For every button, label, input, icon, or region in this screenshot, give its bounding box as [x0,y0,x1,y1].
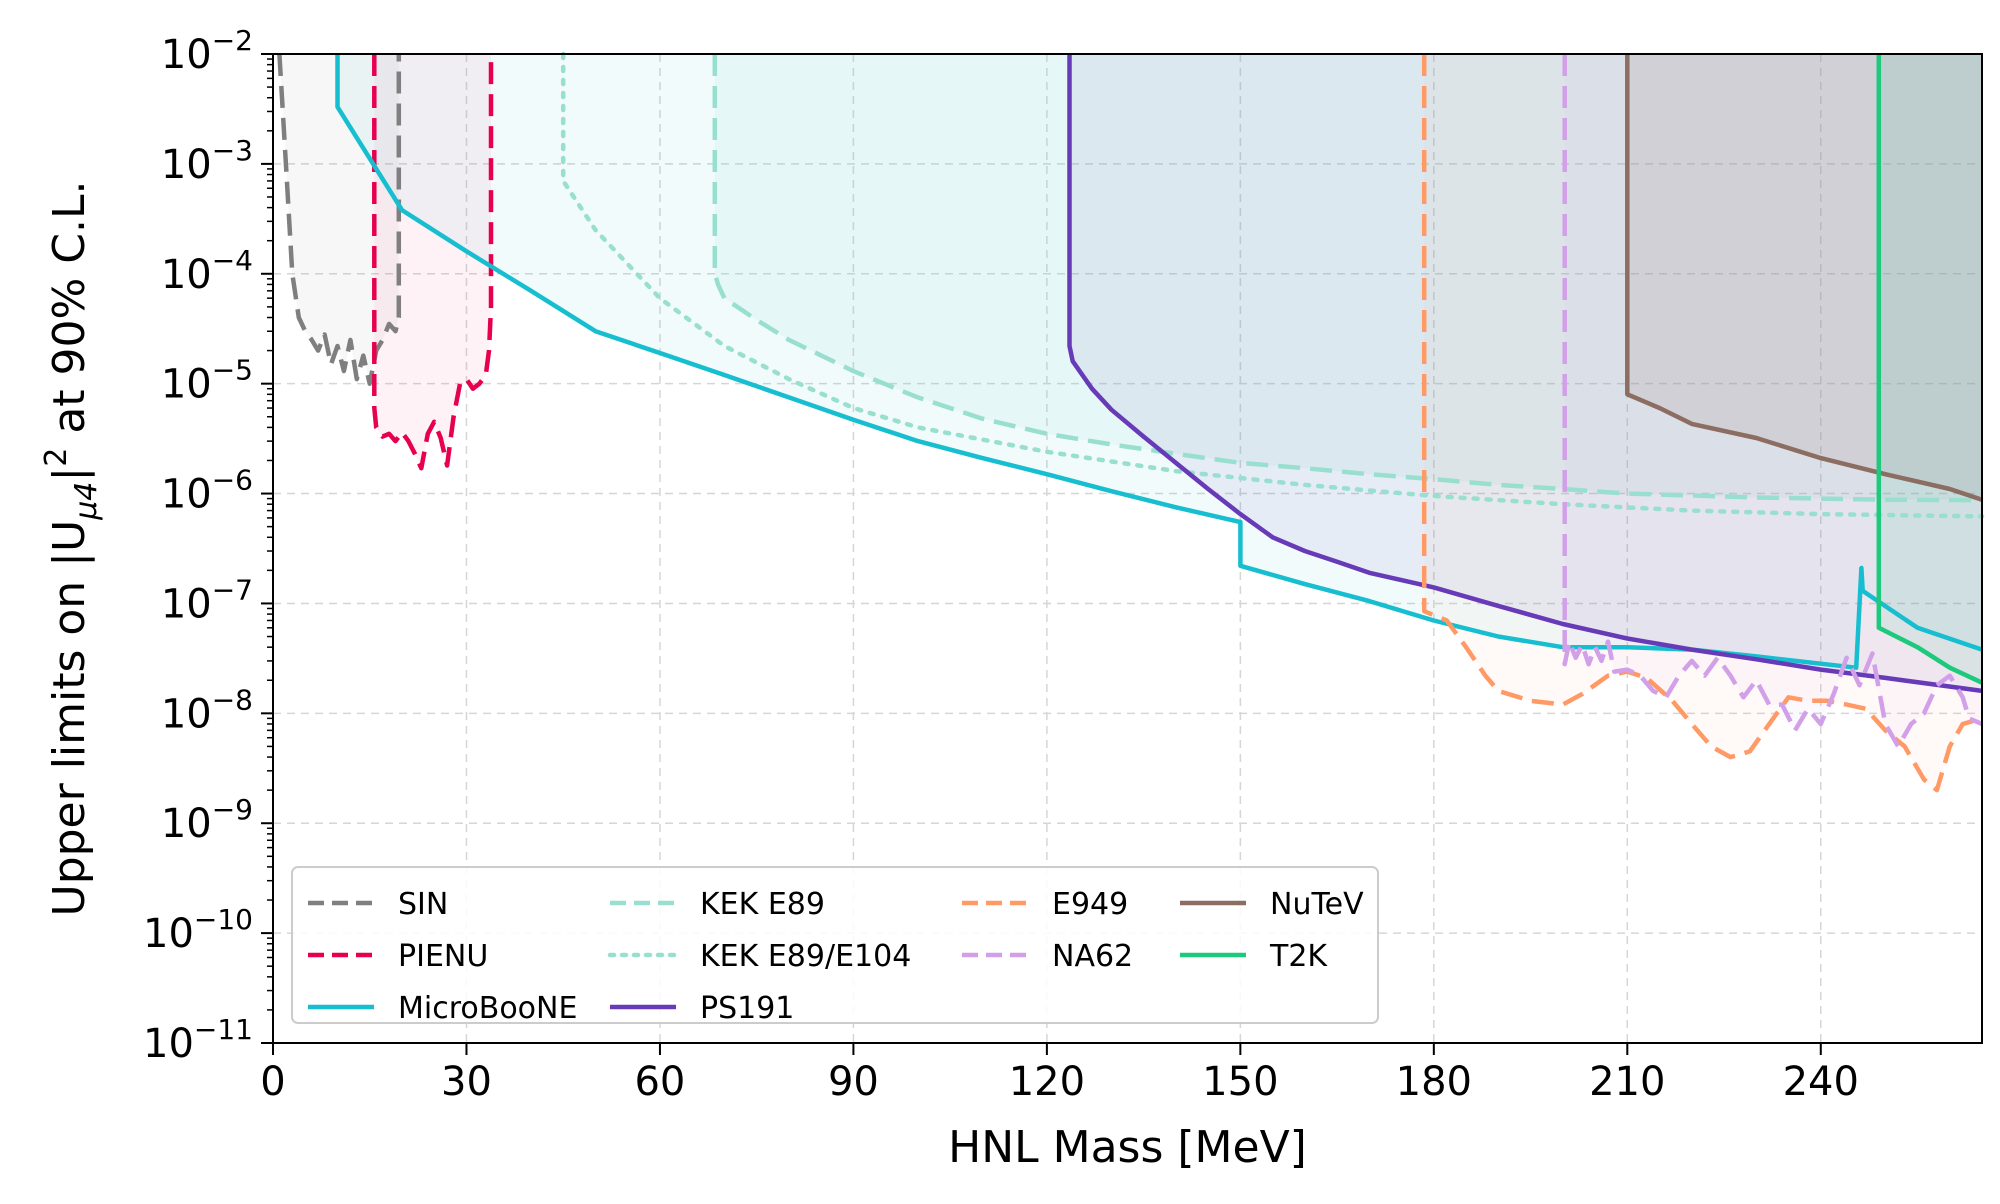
x-tick-label: 120 [1009,1059,1085,1105]
legend-label: KEK E89/E104 [700,939,911,974]
series-line-t2k [1876,54,1983,685]
legend-label: T2K [1269,939,1328,974]
x-tick-label: 210 [1589,1059,1665,1105]
legend-label: SIN [398,887,448,922]
legend-item-e949: E949 [962,887,1128,922]
series-line-pienu [372,54,494,471]
fill-kek-e89 [714,54,1982,501]
series-line-na62 [1562,54,1983,749]
legend-item-microboone: MicroBooNE [308,991,577,1026]
y-tick-label: 10−7 [161,573,253,627]
y-tick-label: 10−8 [161,683,253,737]
series-line-sin [277,53,402,386]
y-tick-label: 10−5 [161,354,253,408]
y-tick-label: 10−6 [161,464,253,518]
x-tick-label: 150 [1202,1059,1278,1105]
legend: SIN PIENU MicroBooNE KEK E89 KEK E89/E104 PS1… [291,866,1379,1026]
x-tick-label: 60 [634,1059,685,1105]
x-tick-label: 90 [828,1059,879,1105]
series-line-microboone [335,54,1983,670]
legend-item-kek-e89-e104: KEK E89/E104 [607,939,911,974]
x-tick-label: 240 [1783,1059,1859,1105]
y-axis-label: Upper limits on |Uμ4|2 at 90% C.L. [39,180,104,916]
legend-item-kek-e89: KEK E89 [610,887,825,922]
x-tick-label: 180 [1396,1059,1472,1105]
legend-item-ps191: PS191 [610,991,794,1026]
y-tick-label: 10−9 [161,793,253,847]
series-line-kek-e89-e104 [560,51,1985,519]
x-tick-label: 0 [260,1059,285,1105]
fill-regions [279,54,1982,791]
fill-pienu [374,54,491,469]
x-tick-label: 30 [441,1059,492,1105]
y-tick-label: 10−3 [161,134,253,188]
series-line-e949 [1421,54,1983,793]
legend-label: PS191 [700,991,794,1026]
y-tick-label: 10−4 [161,244,253,298]
legend-label: E949 [1052,887,1128,922]
legend-item-pienu: PIENU [308,939,488,974]
legend-label: NA62 [1052,939,1133,974]
legend-item-na62: NA62 [962,939,1133,974]
axis-ticks: 0 30 60 90 120 150 180 210 240 10−2 10−3 10−4 10−5 10… [143,24,1859,1105]
fill-t2k [1878,54,1982,683]
y-tick-label: 10−11 [143,1013,253,1067]
x-axis-label: HNL Mass [MeV] [948,1122,1307,1173]
y-tick-label: 10−2 [161,24,253,78]
legend-label: NuTeV [1270,887,1364,922]
fill-ps191 [1069,54,1982,691]
legend-item-t2k: T2K [1180,939,1328,974]
legend-label: MicroBooNE [398,991,577,1026]
series-line-nutev [1625,54,1983,502]
fill-microboone [337,54,1982,668]
legend-item-nutev: NuTeV [1180,887,1364,922]
y-tick-label: 10−10 [143,903,253,957]
legend-item-sin: SIN [308,887,448,922]
series-line-ps191 [1067,54,1983,694]
legend-label: PIENU [398,939,488,974]
legend-label: KEK E89 [700,887,825,922]
fill-nutev [1627,54,1982,500]
series-line-kek-e89 [712,54,1983,503]
legend-box [291,866,1379,1024]
fill-sin [279,54,399,384]
series-lines [277,51,1985,793]
plot-frame [272,53,1983,1044]
